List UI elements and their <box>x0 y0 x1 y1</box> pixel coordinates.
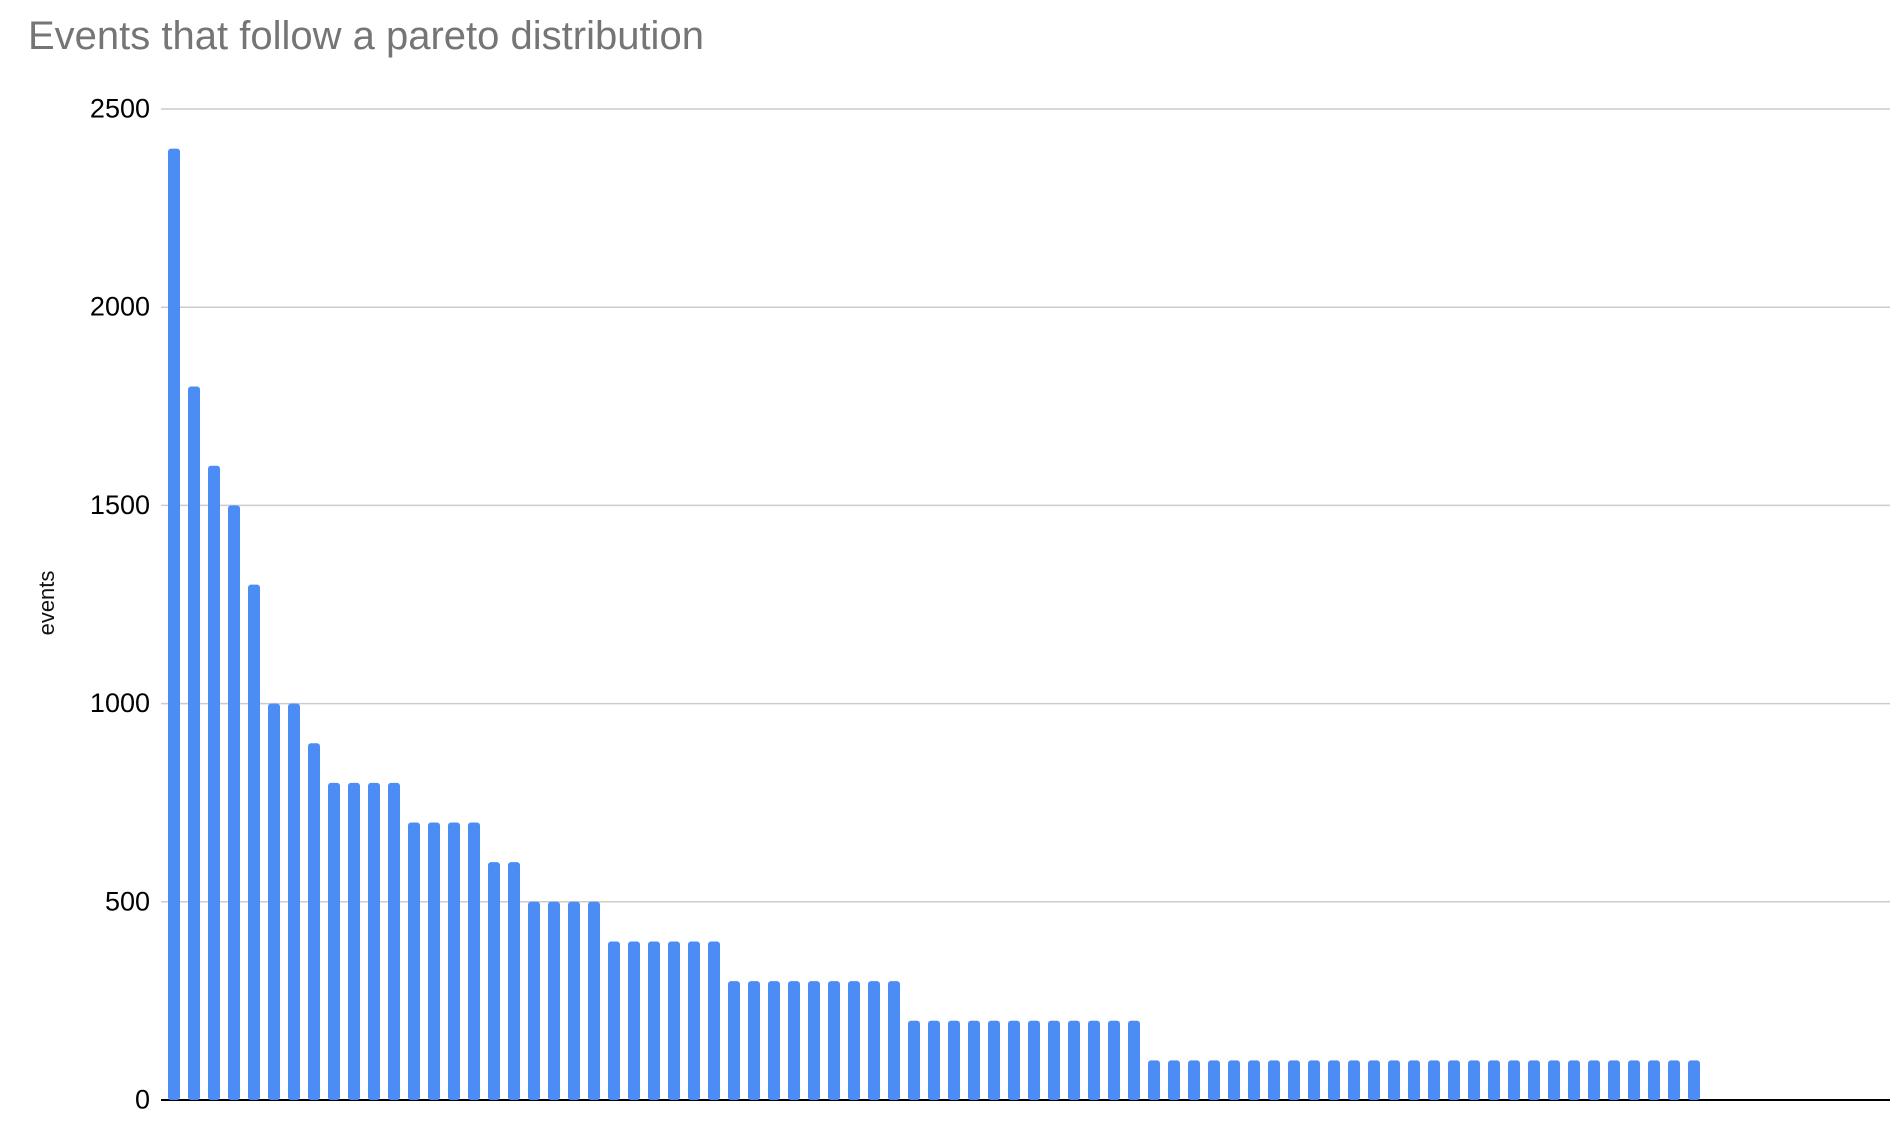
svg-text:2500: 2500 <box>90 94 150 124</box>
svg-text:1500: 1500 <box>90 490 150 520</box>
svg-text:1000: 1000 <box>90 688 150 718</box>
svg-text:500: 500 <box>105 886 150 916</box>
svg-text:2000: 2000 <box>90 292 150 322</box>
svg-text:0: 0 <box>135 1085 150 1115</box>
